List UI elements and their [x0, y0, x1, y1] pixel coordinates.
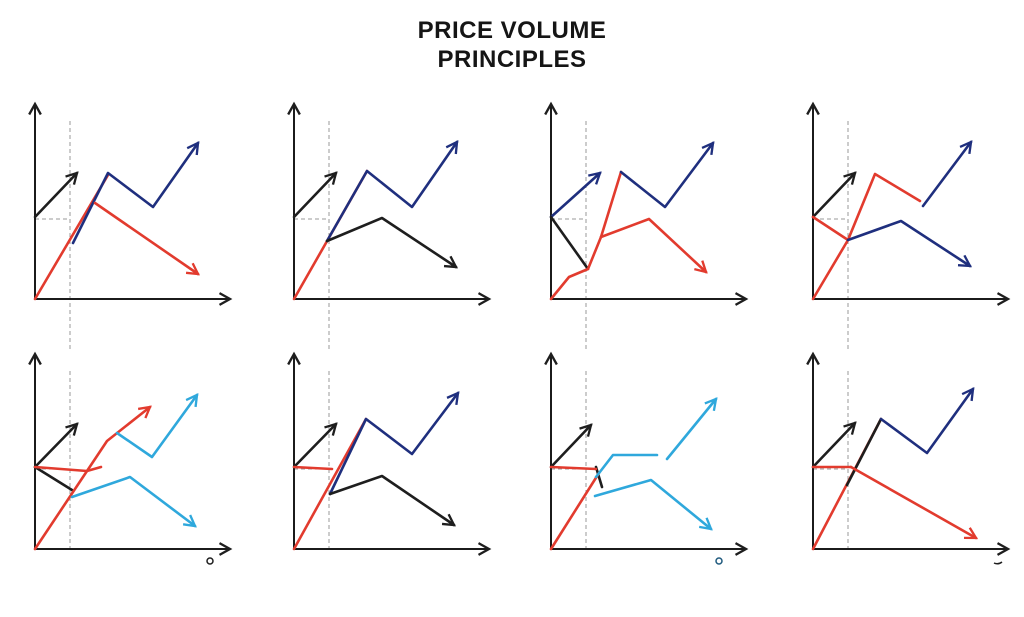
- red-trend-line-5: [599, 217, 706, 272]
- panel-row2-col4: [813, 354, 1008, 551]
- navy-trend-line-4: [328, 393, 458, 496]
- panel-row1-col2: [294, 104, 489, 349]
- black-trend-line-2: [549, 215, 590, 271]
- panel-row1-col4: [813, 104, 1008, 349]
- navy-trend-line-3: [71, 143, 198, 245]
- red-trend-line-4: [549, 465, 598, 471]
- black-trend-line-1: [811, 173, 855, 219]
- black-trend-line-1: [33, 173, 77, 219]
- small-circle-mark: [715, 557, 723, 565]
- red-trend-line-4: [93, 201, 198, 274]
- red-trend-line-4: [33, 465, 103, 473]
- panel-row2-col2: [294, 354, 489, 551]
- red-trend-line-3: [292, 417, 368, 551]
- red-trend-line-3: [811, 215, 850, 242]
- cyan-trend-line-7: [593, 478, 711, 529]
- red-trend-line-5: [849, 465, 976, 540]
- diagram-title-line-2: PRINCIPLES: [437, 46, 587, 73]
- red-trend-line-2: [811, 172, 922, 301]
- navy-trend-line-3: [325, 142, 457, 243]
- black-trend-line-1: [811, 423, 855, 469]
- panel-row2-col1: [35, 354, 230, 551]
- black-trend-line-2: [594, 465, 604, 489]
- red-trend-line-3: [33, 407, 150, 551]
- panel-row1-col1: [35, 104, 230, 349]
- black-trend-line-4: [325, 216, 456, 267]
- small-circle-mark: [206, 557, 214, 565]
- black-trend-line-1: [292, 173, 336, 219]
- navy-trend-line-1: [549, 173, 600, 219]
- panel-row2-col3: [551, 354, 746, 551]
- black-trend-line-5: [328, 474, 454, 525]
- cyan-trend-line-6: [665, 399, 716, 461]
- red-trend-line-3: [549, 170, 623, 301]
- diagram-title-line-1: PRICE VOLUME: [417, 17, 607, 44]
- red-trend-line-3: [549, 471, 601, 551]
- cyan-trend-line-5: [594, 453, 659, 479]
- black-trend-line-1: [292, 424, 336, 469]
- red-trend-line-2: [292, 465, 334, 471]
- black-trend-line-2: [33, 465, 74, 492]
- navy-trend-line-4: [619, 143, 713, 209]
- panel-row1-col3: [551, 104, 746, 349]
- black-trend-line-1: [33, 424, 77, 469]
- cyan-trend-line-5: [70, 475, 195, 526]
- navy-trend-line-6: [879, 389, 973, 455]
- black-trend-line-3: [845, 417, 883, 487]
- black-trend-line-1: [549, 425, 591, 469]
- small-tick-mark: [993, 561, 1003, 565]
- navy-trend-line-5: [921, 142, 971, 208]
- cyan-trend-line-6: [115, 395, 197, 459]
- navy-trend-line-4: [846, 219, 970, 266]
